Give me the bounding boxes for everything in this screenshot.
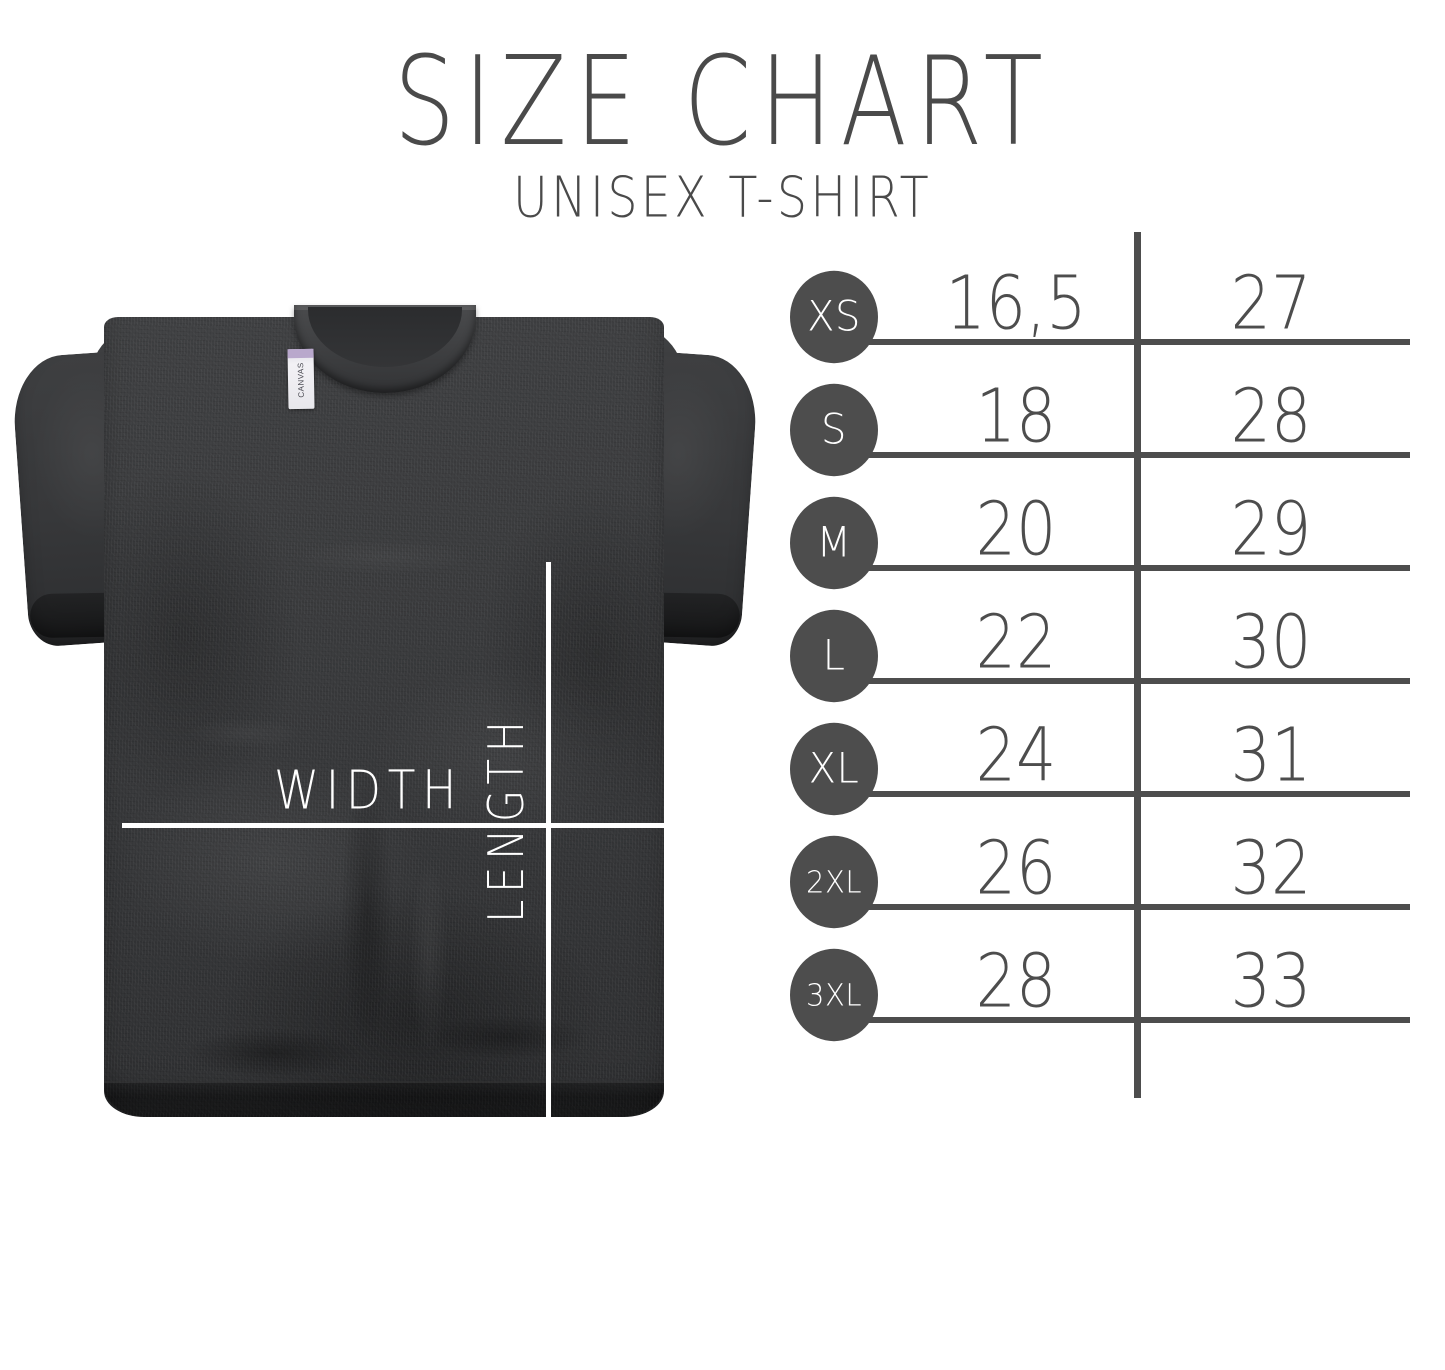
table-row-divider — [838, 904, 1410, 910]
width-value-2xl: 26 — [975, 825, 1057, 912]
table-row-divider — [838, 339, 1410, 345]
length-value-2xl: 32 — [1230, 825, 1312, 912]
table-row-divider — [838, 1017, 1410, 1023]
table-column-divider — [1134, 232, 1141, 1098]
page-subtitle: UNISEX T-SHIRT — [513, 164, 932, 230]
width-measure-label: WIDTH — [274, 759, 464, 822]
fabric-wrinkle-shading — [104, 317, 664, 1117]
length-value-s: 28 — [1230, 373, 1312, 460]
table-row-divider — [838, 452, 1410, 458]
length-value-3xl: 33 — [1230, 938, 1312, 1025]
table-row-divider — [838, 678, 1410, 684]
length-value-xs: 27 — [1230, 260, 1312, 347]
fabric-heather-texture — [104, 317, 664, 1117]
width-value-3xl: 28 — [975, 938, 1057, 1025]
size-table: XS 16,5 27 S 18 28 M 20 29 L 22 30 XL 24… — [790, 232, 1410, 1098]
size-badge-xs: XS — [790, 270, 878, 364]
table-row: M 20 29 — [790, 458, 1410, 590]
table-row: 3XL 28 33 — [790, 910, 1410, 1042]
size-badge-l: L — [790, 609, 878, 703]
table-row: S 18 28 — [790, 345, 1410, 477]
size-badge-s: S — [790, 383, 878, 477]
table-row-divider — [838, 565, 1410, 571]
table-row-divider — [838, 791, 1410, 797]
size-badge-m: M — [790, 496, 878, 590]
width-value-xs: 16,5 — [945, 260, 1087, 347]
table-row: XS 16,5 27 — [790, 232, 1410, 364]
neck-tag-label: CANVAS — [296, 362, 306, 398]
tshirt-collar-opening — [308, 307, 462, 367]
page-header: SIZE CHART UNISEX T-SHIRT — [0, 0, 1445, 225]
width-value-l: 22 — [975, 599, 1057, 686]
width-value-s: 18 — [975, 373, 1057, 460]
tshirt-hem — [104, 1081, 664, 1117]
width-value-xl: 24 — [975, 712, 1057, 799]
length-value-l: 30 — [1230, 599, 1312, 686]
length-value-m: 29 — [1230, 486, 1312, 573]
tshirt-photo: CANVAS WIDTH LENGTH — [0, 230, 770, 1370]
size-badge-3xl: 3XL — [790, 948, 878, 1042]
size-badge-xl: XL — [790, 722, 878, 816]
tshirt-body — [104, 317, 664, 1117]
table-row: XL 24 31 — [790, 684, 1410, 816]
tshirt-illustration: CANVAS WIDTH LENGTH — [10, 275, 760, 1370]
page-title: SIZE CHART — [393, 29, 1052, 174]
neck-tag: CANVAS — [287, 348, 315, 410]
table-row: L 22 30 — [790, 571, 1410, 703]
width-guide-line — [122, 823, 670, 828]
width-value-m: 20 — [975, 486, 1057, 573]
length-value-xl: 31 — [1230, 712, 1312, 799]
length-guide-line — [546, 562, 551, 1370]
length-measure-label: LENGTH — [478, 714, 536, 923]
table-row: 2XL 26 32 — [790, 797, 1410, 929]
size-badge-2xl: 2XL — [790, 835, 878, 929]
